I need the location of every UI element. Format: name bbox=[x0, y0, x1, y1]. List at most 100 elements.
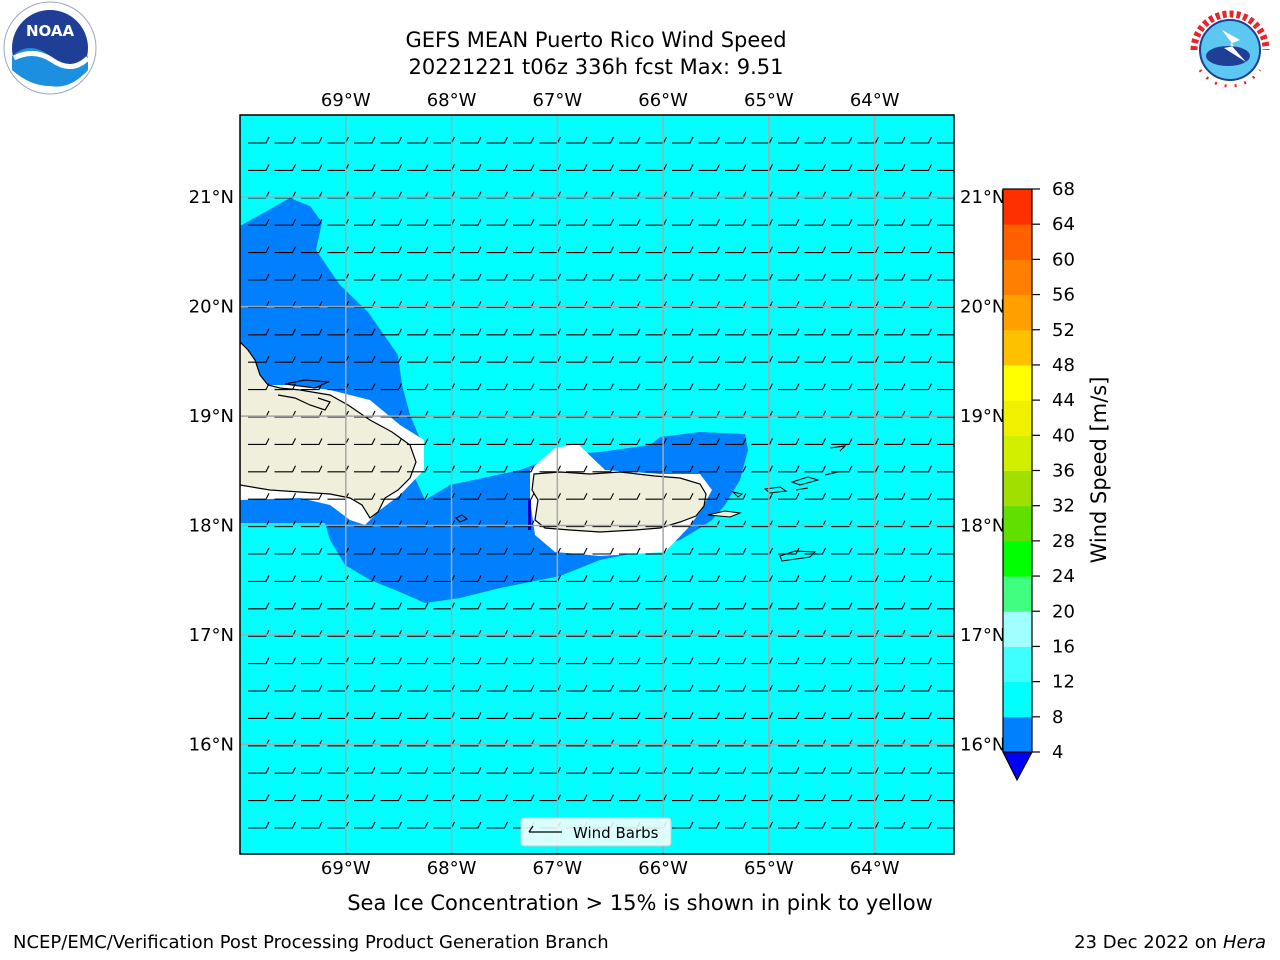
wind-barb bbox=[486, 246, 508, 254]
wind-barb bbox=[672, 520, 694, 528]
wind-barb bbox=[831, 246, 853, 254]
lon-label: 69°W bbox=[321, 90, 371, 111]
wind-barb bbox=[486, 301, 508, 308]
wind-barb bbox=[698, 465, 720, 473]
wind-barb bbox=[672, 301, 694, 308]
wind-barb bbox=[274, 465, 296, 473]
colorbar-tick-label: 44 bbox=[1052, 390, 1075, 411]
noaa-logo-text: NOAA bbox=[26, 22, 75, 40]
wind-barb bbox=[672, 328, 694, 336]
wind-barb bbox=[725, 739, 747, 747]
wind-barb bbox=[301, 355, 323, 363]
wind-barb bbox=[857, 301, 879, 308]
wind-barb bbox=[884, 794, 906, 802]
wind-barb bbox=[354, 492, 376, 500]
wind-barb bbox=[301, 273, 323, 281]
wind-barb bbox=[460, 465, 482, 473]
wind-barb bbox=[486, 492, 508, 500]
wind-barb bbox=[857, 328, 879, 336]
lat-label: 20°N bbox=[189, 297, 234, 318]
wind-barb bbox=[301, 547, 323, 555]
wind-barb bbox=[884, 575, 906, 582]
wind-barb bbox=[301, 821, 323, 829]
colorbar-segment bbox=[1003, 681, 1032, 718]
wind-barb bbox=[380, 465, 402, 473]
wind-barb bbox=[460, 821, 482, 829]
wind-barb bbox=[566, 657, 588, 665]
wind-barb bbox=[513, 246, 535, 254]
wind-barb bbox=[274, 328, 296, 336]
wind-barb bbox=[592, 520, 614, 528]
colorbar-tick-label: 60 bbox=[1052, 249, 1075, 270]
wind-barb bbox=[248, 657, 270, 665]
wind-barb bbox=[566, 273, 588, 281]
wind-barb bbox=[619, 246, 641, 254]
wind-barb bbox=[486, 465, 508, 473]
wind-barb bbox=[592, 492, 614, 500]
wind-barb bbox=[698, 794, 720, 802]
wind-barb bbox=[566, 136, 588, 144]
wind-barb bbox=[619, 410, 641, 418]
wind-barb bbox=[619, 712, 641, 719]
wind-barb bbox=[354, 383, 376, 391]
wind-barb bbox=[831, 629, 853, 637]
wind-barb bbox=[592, 629, 614, 637]
wind-barb bbox=[566, 465, 588, 473]
dominican-coast-detail bbox=[277, 394, 331, 411]
wind-barb bbox=[301, 520, 323, 528]
wind-barb bbox=[619, 575, 641, 582]
wind-barb bbox=[513, 657, 535, 665]
wind-barb bbox=[592, 328, 614, 336]
wind-barb bbox=[380, 712, 402, 719]
wind-barb bbox=[937, 635, 954, 637]
wind-barb bbox=[725, 301, 747, 308]
wind-barb bbox=[460, 136, 482, 144]
wind-barb bbox=[486, 739, 508, 747]
wind-barb bbox=[778, 657, 800, 665]
wind-barb bbox=[725, 355, 747, 363]
wind-barb bbox=[460, 547, 482, 555]
wind-barb bbox=[380, 766, 402, 774]
wind-barb bbox=[778, 547, 800, 555]
wind-barb bbox=[248, 218, 270, 226]
wind-barb bbox=[380, 684, 402, 692]
wind-barb bbox=[804, 739, 826, 747]
wind-barb bbox=[513, 410, 535, 418]
wind-barb bbox=[592, 438, 614, 445]
wind-barb bbox=[725, 547, 747, 555]
wind-barb bbox=[831, 575, 853, 582]
wind-barb bbox=[672, 164, 694, 171]
wind-barb bbox=[698, 410, 720, 418]
wind-barb bbox=[937, 306, 954, 308]
wind-barb bbox=[857, 684, 879, 692]
footer-host: Hera bbox=[1222, 932, 1266, 953]
wind-barb bbox=[672, 821, 694, 829]
wind-barb bbox=[778, 218, 800, 226]
wind-barb bbox=[937, 334, 954, 336]
wind-barb bbox=[831, 164, 853, 171]
wind-barb bbox=[486, 547, 508, 555]
wind-barb bbox=[831, 410, 853, 418]
wind-barb bbox=[354, 218, 376, 226]
wind-barb bbox=[884, 684, 906, 692]
wind-barb bbox=[407, 383, 429, 391]
lon-label: 64°W bbox=[850, 858, 900, 879]
wind-barb bbox=[619, 273, 641, 281]
wind-barb bbox=[831, 136, 853, 144]
wind-barb bbox=[778, 794, 800, 802]
wind-barb bbox=[380, 355, 402, 363]
wind-barb bbox=[301, 410, 323, 418]
wind-barb bbox=[513, 575, 535, 582]
colorbar-segment bbox=[1003, 646, 1032, 683]
wind-barb bbox=[698, 657, 720, 665]
wind-barb bbox=[857, 136, 879, 144]
wind-barb bbox=[566, 410, 588, 418]
map-area bbox=[240, 115, 954, 854]
wind-barb bbox=[566, 766, 588, 774]
wind-barb bbox=[592, 575, 614, 582]
wind-barb bbox=[937, 389, 954, 391]
wind-barb bbox=[566, 794, 588, 802]
wind-barb bbox=[460, 328, 482, 336]
wind-barb bbox=[672, 684, 694, 692]
